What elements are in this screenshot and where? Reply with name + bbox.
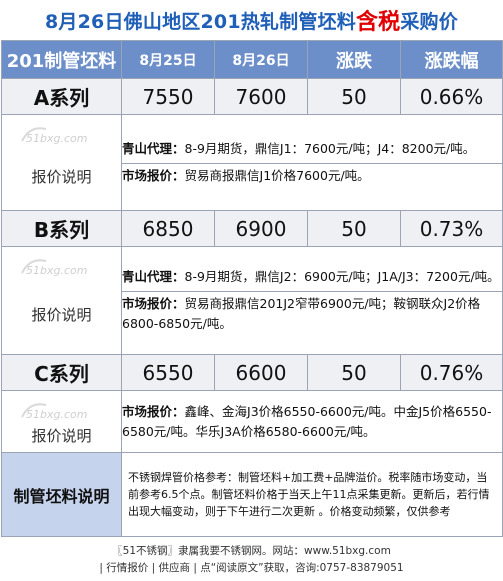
price-change-pct: 0.66% <box>400 78 503 115</box>
description-title: 制管坯料说明 <box>1 452 122 537</box>
note-label-cell: 51bxg.com 报价说明 <box>1 114 122 211</box>
header-change-pct: 涨跌幅 <box>400 40 503 79</box>
series-name: A系列 <box>1 78 122 115</box>
title-suffix: 采购价 <box>400 10 458 33</box>
price-change-pct: 0.76% <box>400 354 503 391</box>
price-aug26: 7600 <box>214 78 308 115</box>
table-row: C系列 6550 6600 50 0.76% <box>1 354 503 391</box>
series-name: B系列 <box>1 210 122 247</box>
note-label-cell: 51bxg.com 报价说明 <box>1 390 122 453</box>
note-key: 青山代理： <box>122 141 185 156</box>
note-value: 贸易商报鼎信201J2窄带6900元/吨；鞍钢联众J2价格6800-6850元/… <box>122 296 481 331</box>
header-change: 涨跌 <box>307 40 401 79</box>
note-row: 51bxg.com 报价说明 青山代理：8-9月期货，鼎信J1：7600元/吨；… <box>1 114 503 211</box>
note-label: 报价说明 <box>31 306 92 324</box>
footer-line-2: | 行情报价 | 供应商 | 点“阅读原文”获取，咨询:0757-8387905… <box>99 562 404 574</box>
footer: 〖51不锈钢〗隶属我要不锈钢网。网站：www.51bxg.com | 行情报价 … <box>0 543 503 581</box>
note-value: 8-9月期货，鼎信J2：6900元/吨；J1A/J3：7200元/吨。 <box>184 269 500 284</box>
title-highlight: 含税 <box>355 10 401 35</box>
header-date-2: 8月26日 <box>214 40 308 79</box>
note-content: 青山代理：8-9月期货，鼎信J1：7600元/吨；J4：8200元/吨。 市场报… <box>118 114 503 211</box>
header-product: 201制管坯料 <box>1 40 122 79</box>
footer-line-1: 〖51不锈钢〗隶属我要不锈钢网。网站：www.51bxg.com <box>112 545 391 557</box>
price-aug25: 6850 <box>121 210 215 247</box>
note-content: 青山代理：8-9月期货，鼎信J2：6900元/吨；J1A/J3：7200元/吨。… <box>118 246 503 355</box>
price-aug25: 6550 <box>121 354 215 391</box>
series-name: C系列 <box>1 354 122 391</box>
watermark-logo: 51bxg.com <box>21 259 87 277</box>
svg-text:51bxg.com: 51bxg.com <box>26 132 87 145</box>
watermark-logo: 51bxg.com <box>21 403 87 421</box>
price-aug25: 7550 <box>121 78 215 115</box>
svg-text:51bxg.com: 51bxg.com <box>26 408 87 421</box>
note-key: 市场报价： <box>122 168 185 183</box>
table-row: B系列 6850 6900 50 0.73% <box>1 210 503 247</box>
price-change: 50 <box>307 354 401 391</box>
note-value: 贸易商报鼎信J1价格7600元/吨。 <box>184 168 370 183</box>
table-row: A系列 7550 7600 50 0.66% <box>1 78 503 115</box>
description-row: 制管坯料说明 不锈钢焊管价格参考：制管坯料+加工费+品牌溢价。税率随市场变动，当… <box>1 452 503 537</box>
note-value: 8-9月期货，鼎信J1：7600元/吨；J4：8200元/吨。 <box>184 141 476 156</box>
table-header: 201制管坯料 8月25日 8月26日 涨跌 涨跌幅 <box>1 40 503 79</box>
svg-text:51bxg.com: 51bxg.com <box>26 264 87 277</box>
price-change: 50 <box>307 210 401 247</box>
price-aug26: 6600 <box>214 354 308 391</box>
note-key: 青山代理： <box>122 269 185 284</box>
header-date-1: 8月25日 <box>121 40 215 79</box>
watermark-logo: 51bxg.com <box>21 127 87 145</box>
page-title: 8月26日佛山地区201热轧制管坯料 含税 采购价 <box>0 0 503 40</box>
price-change: 50 <box>307 78 401 115</box>
title-prefix: 8月26日佛山地区201热轧制管坯料 <box>45 10 356 33</box>
note-key: 市场报价： <box>122 403 185 419</box>
description-body: 不锈钢焊管价格参考：制管坯料+加工费+品牌溢价。税率随市场变动，当前参考6.5个… <box>121 452 503 537</box>
price-change-pct: 0.73% <box>400 210 503 247</box>
note-label: 报价说明 <box>31 427 92 445</box>
note-row: 51bxg.com 报价说明 青山代理：8-9月期货，鼎信J2：6900元/吨；… <box>1 246 503 355</box>
note-key: 市场报价： <box>122 296 185 311</box>
note-label-cell: 51bxg.com 报价说明 <box>1 246 122 355</box>
note-row: 51bxg.com 报价说明 市场报价：鑫峰、金海J3价格6550-6600元/… <box>1 390 503 453</box>
note-value: 鑫峰、金海J3价格6550-6600元/吨。中金J5价格6550-6580元/吨… <box>122 403 492 439</box>
price-table: 201制管坯料 8月25日 8月26日 涨跌 涨跌幅 A系列 7550 7600… <box>1 40 503 537</box>
note-label: 报价说明 <box>31 168 92 186</box>
price-aug26: 6900 <box>214 210 308 247</box>
note-content: 市场报价：鑫峰、金海J3价格6550-6600元/吨。中金J5价格6550-65… <box>121 390 503 453</box>
